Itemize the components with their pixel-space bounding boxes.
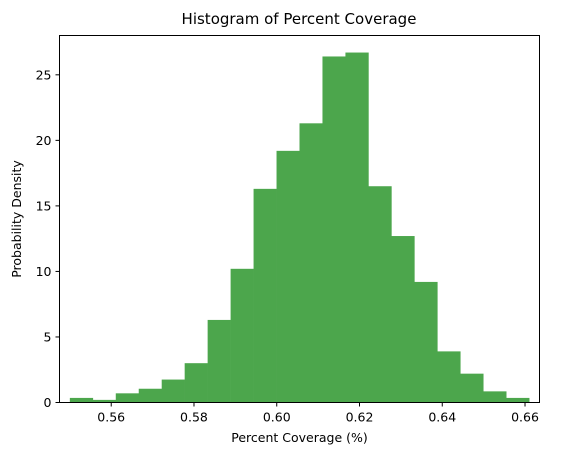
histogram-bar [460, 373, 484, 403]
x-tick-label: 0.60 [263, 410, 291, 425]
y-axis-label: Probability Density [9, 160, 24, 278]
histogram-bar [115, 393, 140, 403]
histogram-bar [299, 123, 323, 403]
histogram-bar [391, 236, 415, 403]
histogram-bar [207, 319, 231, 403]
y-tick-label: 0 [44, 395, 52, 410]
histogram-bar [322, 56, 346, 403]
histogram-bar [345, 52, 369, 403]
histogram-bar [138, 388, 163, 403]
x-axis-label: Percent Coverage (%) [231, 430, 368, 445]
x-tick-label: 0.58 [180, 410, 208, 425]
y-tick-label: 15 [36, 198, 52, 213]
histogram-bar [69, 397, 94, 403]
y-tick-label: 20 [36, 133, 52, 148]
histogram-bar [161, 379, 185, 403]
histogram-bar [368, 186, 392, 403]
histogram-bar [414, 281, 438, 403]
chart-title: Histogram of Percent Coverage [182, 10, 417, 28]
plot-frame [59, 35, 540, 403]
y-tick-label: 10 [36, 264, 52, 279]
histogram-bar [184, 363, 208, 403]
histogram-bar [276, 150, 300, 403]
x-tick-label: 0.66 [511, 410, 539, 425]
histogram-bars [69, 52, 530, 403]
y-axis-ticks: 0 5 10 15 20 25 [36, 67, 60, 410]
x-tick-label: 0.62 [346, 410, 374, 425]
histogram-bar [483, 391, 507, 403]
histogram-bar [437, 351, 461, 403]
histogram-bar [230, 268, 254, 403]
x-tick-label: 0.64 [428, 410, 456, 425]
y-tick-label: 5 [44, 329, 52, 344]
histogram-bar [506, 397, 530, 403]
x-axis-ticks: 0.56 0.58 0.60 0.62 0.64 0.66 [97, 402, 539, 425]
histogram-bar [253, 188, 277, 403]
histogram-bar [92, 399, 117, 403]
x-tick-label: 0.56 [97, 410, 125, 425]
y-tick-label: 25 [36, 67, 52, 82]
